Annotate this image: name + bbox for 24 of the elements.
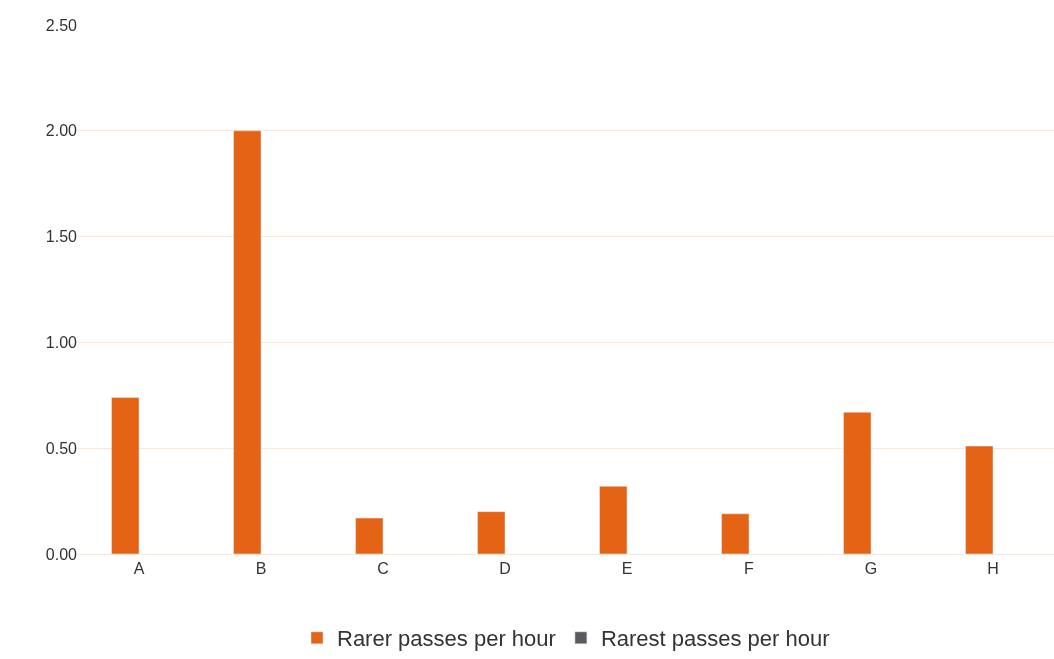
x-tick-label: F <box>744 560 755 578</box>
x-tick-label: G <box>864 560 878 578</box>
bar <box>721 513 750 554</box>
y-tick-label: 0.00 <box>45 545 78 563</box>
bar <box>843 411 872 554</box>
y-tick-label: 2.00 <box>45 122 78 140</box>
bar <box>599 486 628 554</box>
x-tick-label: D <box>499 560 511 578</box>
bar <box>233 130 262 554</box>
y-tick-label: 2.50 <box>45 16 78 34</box>
x-tick-label: C <box>377 560 389 578</box>
x-tick-label: B <box>255 560 267 578</box>
y-tick-label: 0.50 <box>45 439 78 457</box>
bar <box>965 445 994 554</box>
bar <box>111 397 140 554</box>
x-tick-label: H <box>987 560 999 578</box>
legend-label: Rarer passes per hour <box>337 626 556 652</box>
x-tick-label: E <box>621 560 633 578</box>
legend-label: Rarest passes per hour <box>600 626 830 652</box>
x-tick-label: A <box>133 560 145 578</box>
y-tick-label: 1.50 <box>45 228 78 246</box>
y-tick-label: 1.00 <box>45 334 78 351</box>
bar <box>477 511 506 554</box>
bar <box>355 517 384 554</box>
